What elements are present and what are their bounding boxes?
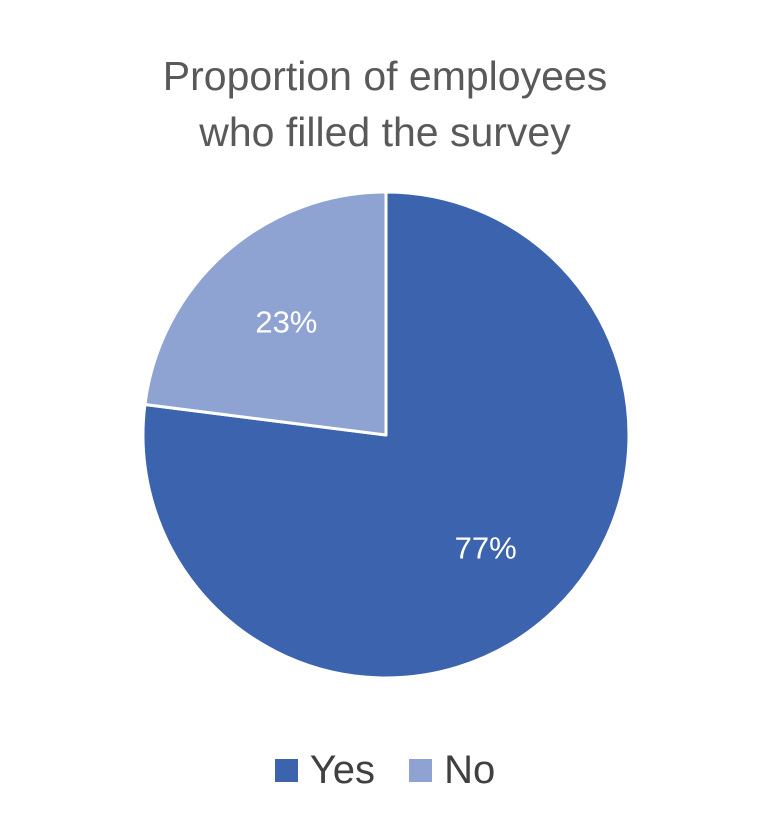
chart-title-line-2: who filled the survey — [199, 109, 571, 155]
legend-swatch-no — [409, 759, 433, 782]
legend-item-no: No — [409, 748, 495, 793]
pie-label-yes: 77% — [455, 531, 517, 566]
legend-swatch-yes — [274, 759, 298, 782]
chart-title: Proportion of employees who filled the s… — [0, 48, 770, 160]
legend-label-yes: Yes — [309, 748, 376, 792]
legend-item-yes: Yes — [274, 748, 376, 793]
pie-slice-no — [143, 190, 388, 437]
chart-title-line-1: Proportion of employees — [162, 53, 608, 99]
chart-legend: Yes No — [0, 748, 770, 793]
pie-label-no: 23% — [255, 304, 317, 339]
legend-label-no: No — [444, 748, 496, 792]
